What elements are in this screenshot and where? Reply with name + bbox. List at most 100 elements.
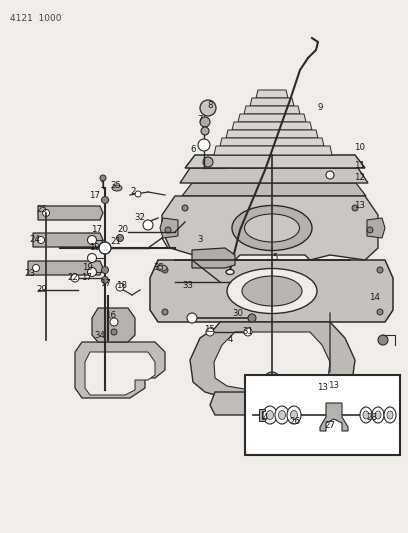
Ellipse shape: [375, 411, 381, 419]
Circle shape: [102, 197, 109, 204]
Circle shape: [200, 117, 210, 127]
Circle shape: [182, 205, 188, 211]
Text: 30: 30: [233, 309, 244, 318]
Polygon shape: [214, 332, 330, 391]
Circle shape: [33, 264, 40, 271]
Polygon shape: [259, 409, 265, 421]
Text: 13: 13: [355, 200, 366, 209]
Ellipse shape: [227, 269, 317, 313]
Polygon shape: [250, 98, 294, 106]
Ellipse shape: [279, 410, 286, 419]
Text: 17: 17: [89, 191, 100, 200]
Circle shape: [206, 328, 214, 336]
Text: 7: 7: [197, 116, 203, 125]
Text: 8: 8: [207, 101, 213, 109]
Circle shape: [326, 171, 334, 179]
Text: 28: 28: [366, 414, 377, 423]
Circle shape: [99, 242, 111, 254]
Text: 4: 4: [262, 414, 268, 423]
Circle shape: [102, 266, 109, 273]
Text: 26: 26: [290, 417, 301, 426]
Polygon shape: [28, 261, 103, 275]
Text: 35: 35: [153, 263, 164, 272]
Circle shape: [42, 209, 49, 216]
Text: 4121  1000: 4121 1000: [10, 14, 62, 23]
Circle shape: [87, 254, 97, 262]
Bar: [245, 375, 400, 455]
Text: 20: 20: [118, 225, 129, 235]
Text: 19: 19: [82, 263, 93, 272]
Circle shape: [135, 191, 141, 197]
Text: 12: 12: [355, 174, 366, 182]
Ellipse shape: [372, 407, 384, 423]
Text: 19: 19: [89, 244, 100, 253]
Ellipse shape: [157, 265, 167, 271]
Polygon shape: [150, 260, 393, 322]
Polygon shape: [160, 218, 178, 238]
Circle shape: [87, 268, 97, 277]
Ellipse shape: [263, 406, 277, 424]
Polygon shape: [320, 403, 348, 431]
Polygon shape: [85, 352, 155, 395]
Circle shape: [201, 127, 209, 135]
Text: 21: 21: [111, 238, 122, 246]
Polygon shape: [214, 146, 332, 155]
Text: 13: 13: [328, 381, 339, 390]
Polygon shape: [190, 322, 355, 400]
Text: 32: 32: [135, 214, 146, 222]
Text: 6: 6: [190, 146, 196, 155]
Text: 27: 27: [324, 421, 335, 430]
Text: 22: 22: [67, 273, 78, 282]
Circle shape: [203, 157, 213, 167]
Text: 1: 1: [99, 182, 105, 190]
Text: 2: 2: [130, 188, 136, 197]
Ellipse shape: [232, 206, 312, 251]
Circle shape: [111, 329, 117, 335]
Polygon shape: [220, 138, 324, 146]
Text: 4: 4: [227, 335, 233, 344]
Circle shape: [377, 267, 383, 273]
Text: 34: 34: [95, 330, 106, 340]
Circle shape: [264, 372, 280, 388]
Circle shape: [71, 274, 79, 282]
Polygon shape: [162, 196, 378, 260]
Circle shape: [143, 220, 153, 230]
Text: 14: 14: [370, 294, 381, 303]
Ellipse shape: [290, 410, 297, 419]
Polygon shape: [192, 248, 235, 268]
Ellipse shape: [275, 406, 289, 424]
Circle shape: [87, 236, 97, 245]
Polygon shape: [92, 308, 135, 342]
Text: 9: 9: [317, 103, 323, 112]
Text: 23: 23: [24, 269, 35, 278]
Ellipse shape: [363, 411, 369, 419]
Polygon shape: [367, 218, 385, 238]
Text: 15: 15: [204, 326, 215, 335]
Text: 16: 16: [106, 311, 117, 319]
Text: 3: 3: [197, 236, 203, 245]
Polygon shape: [182, 183, 366, 196]
Polygon shape: [232, 122, 312, 130]
Polygon shape: [238, 114, 306, 122]
Polygon shape: [33, 233, 103, 247]
Polygon shape: [256, 90, 288, 98]
Text: 13: 13: [317, 384, 328, 392]
Circle shape: [162, 309, 168, 315]
Text: 31: 31: [242, 327, 253, 336]
Ellipse shape: [266, 410, 273, 419]
Text: 24: 24: [29, 236, 40, 245]
Circle shape: [367, 227, 373, 233]
Polygon shape: [185, 155, 365, 168]
Circle shape: [116, 283, 124, 291]
Ellipse shape: [242, 276, 302, 306]
Ellipse shape: [387, 411, 393, 419]
Circle shape: [102, 277, 109, 284]
Ellipse shape: [226, 270, 234, 274]
Text: 17: 17: [82, 273, 93, 282]
Circle shape: [187, 313, 197, 323]
Circle shape: [248, 314, 256, 322]
Text: 33: 33: [182, 280, 193, 289]
Text: 17: 17: [100, 279, 111, 288]
Circle shape: [244, 328, 252, 336]
Circle shape: [198, 139, 210, 151]
